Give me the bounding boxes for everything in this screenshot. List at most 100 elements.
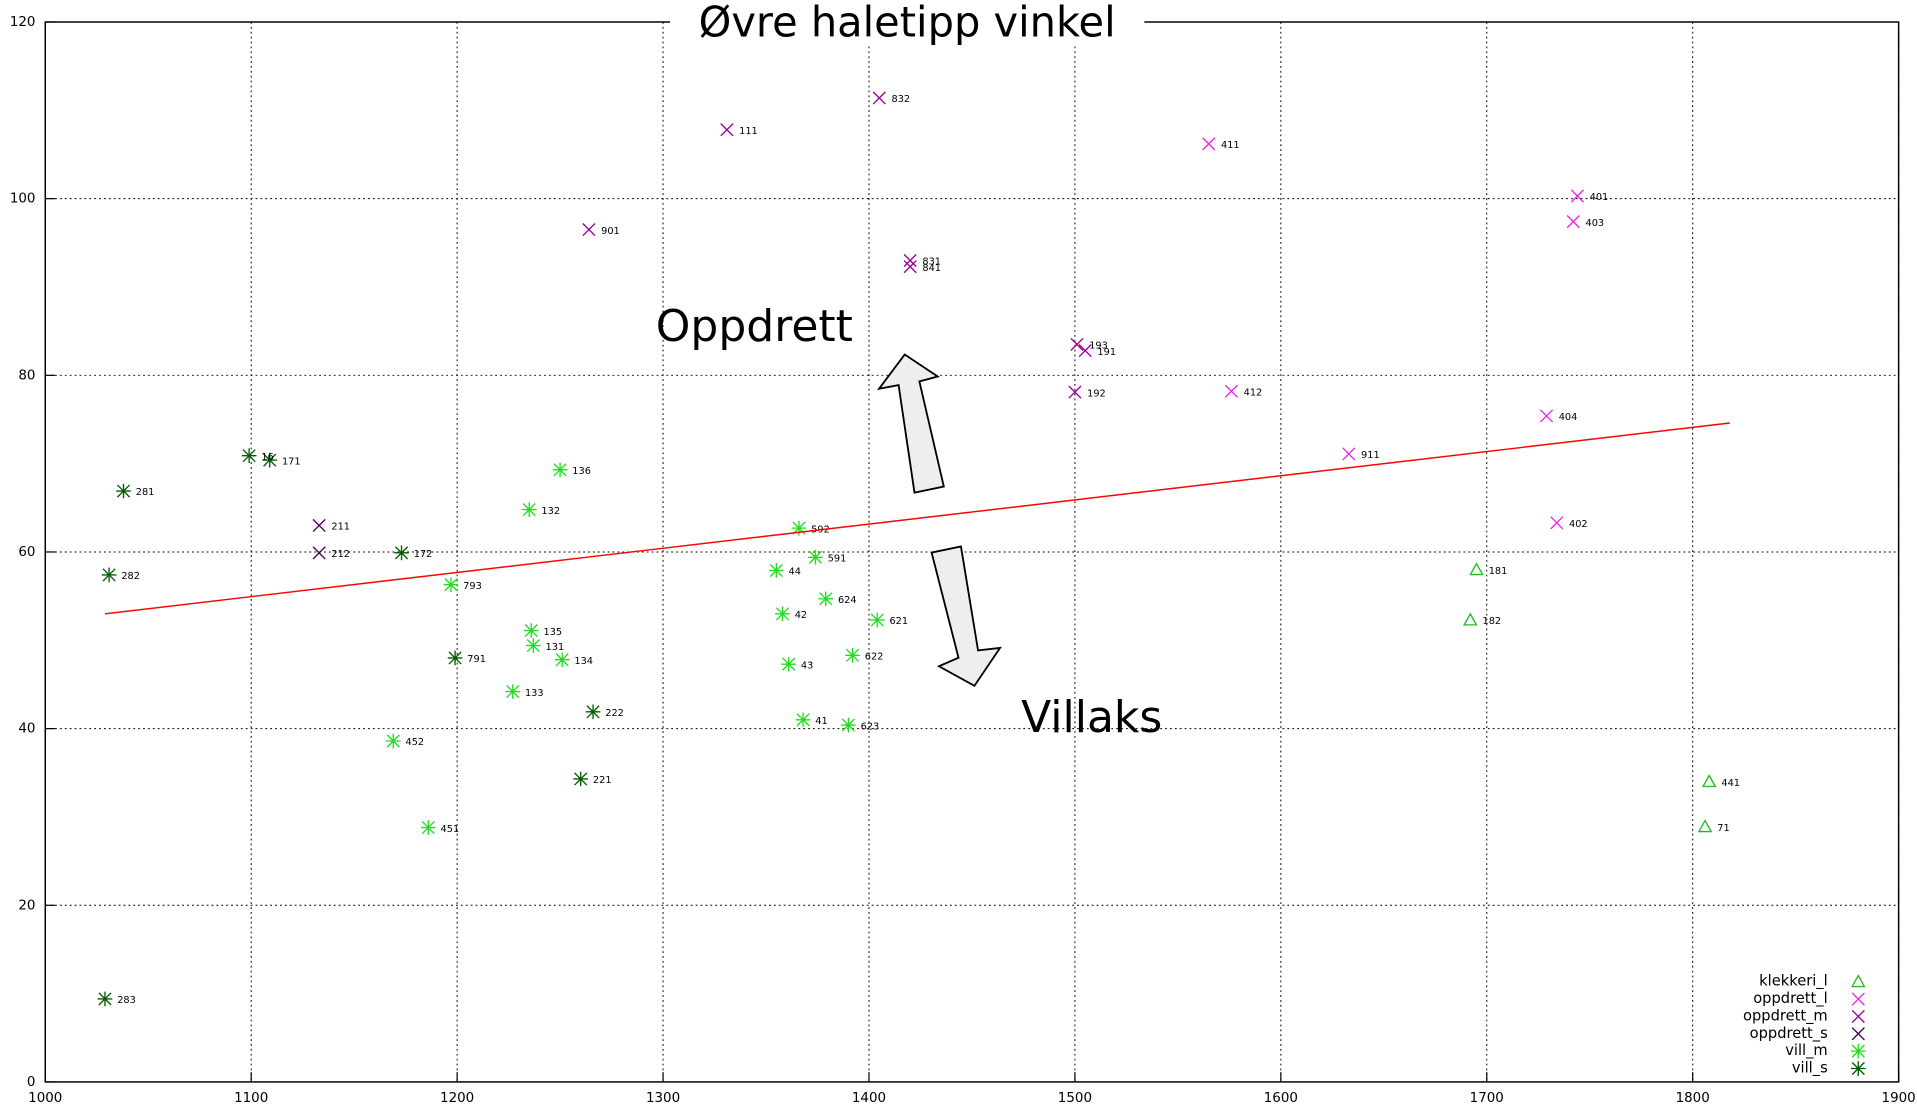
point-label: 132 <box>541 506 560 517</box>
point-label: 411 <box>1221 140 1240 151</box>
point <box>1701 774 1717 788</box>
point-label: 182 <box>1483 616 1502 627</box>
point <box>241 448 257 464</box>
chart-title: Øvre haletipp vinkel <box>699 0 1116 47</box>
point-label: 283 <box>117 995 136 1006</box>
point-label: 172 <box>414 549 433 560</box>
point <box>720 123 734 137</box>
point-label: 793 <box>463 581 482 592</box>
trend-line <box>104 422 1730 615</box>
point-label: 41 <box>815 716 827 727</box>
point-label: 42 <box>795 610 807 621</box>
point <box>521 502 537 517</box>
point <box>394 545 409 561</box>
point <box>1068 385 1082 399</box>
point-label: 412 <box>1244 387 1263 398</box>
legend-label: vill_s <box>1792 1059 1828 1076</box>
point-label: 832 <box>892 94 911 105</box>
point-label: 623 <box>861 721 880 732</box>
point-label: 452 <box>406 737 425 748</box>
point-label: 136 <box>572 466 591 477</box>
y-tick-label: 0 <box>27 1075 36 1090</box>
point <box>312 546 326 560</box>
point <box>420 820 436 835</box>
legend-label: klekkeri_l <box>1759 973 1828 990</box>
point-label: 134 <box>574 656 593 667</box>
point <box>525 638 541 653</box>
point-label: 404 <box>1559 412 1578 423</box>
x-tick-label: 1700 <box>1470 1091 1504 1106</box>
point <box>585 704 601 720</box>
x-tick-label: 1400 <box>852 1091 886 1106</box>
point <box>869 612 885 628</box>
point-label: 791 <box>467 654 486 665</box>
point-label: 133 <box>525 688 544 699</box>
point-label: 282 <box>121 571 140 582</box>
point <box>262 452 278 468</box>
point-label: 451 <box>441 824 460 835</box>
point-label: 841 <box>922 263 941 274</box>
point <box>1539 409 1554 423</box>
point-label: 403 <box>1585 218 1604 229</box>
point <box>554 652 570 668</box>
y-tick-label: 120 <box>10 15 36 30</box>
legend-label: oppdrett_s <box>1750 1025 1828 1042</box>
point-label: 71 <box>1717 823 1729 834</box>
point-label: 831 <box>922 257 941 268</box>
point <box>97 991 113 1007</box>
point-label: 221 <box>593 775 612 786</box>
x-tick-label: 1900 <box>1882 1091 1916 1106</box>
legend-label: oppdrett_m <box>1743 1007 1828 1024</box>
point-label: 591 <box>828 553 847 564</box>
point <box>808 549 823 565</box>
x-tick-label: 1600 <box>1264 1091 1298 1106</box>
marks: 1811824417141140140341240491140283211183… <box>97 91 1740 1007</box>
point <box>1078 343 1092 358</box>
x-tick-label: 1300 <box>646 1091 680 1106</box>
point <box>312 518 326 533</box>
point <box>1550 516 1564 530</box>
point <box>443 577 459 592</box>
point-label: 111 <box>739 126 758 137</box>
point-label: 191 <box>1097 347 1116 358</box>
legend-marker <box>1851 992 1865 1006</box>
x-tick-label: 1500 <box>1058 1091 1092 1106</box>
point <box>768 563 784 578</box>
point-label: 181 <box>1489 566 1508 577</box>
y-tick-label: 20 <box>18 898 35 913</box>
point-label: 211 <box>331 522 350 533</box>
point <box>1070 337 1084 351</box>
point <box>781 656 797 672</box>
y-tick-label: 60 <box>18 545 35 560</box>
point-label: 281 <box>136 487 155 498</box>
point-label: 901 <box>601 226 620 237</box>
point <box>872 91 886 105</box>
point <box>1697 819 1713 833</box>
point-label: 401 <box>1590 192 1609 203</box>
point <box>385 733 401 749</box>
point-label: 624 <box>838 595 857 606</box>
point <box>775 606 790 622</box>
legend-marker <box>1850 1061 1866 1076</box>
annotation: Oppdrett <box>656 301 853 352</box>
point <box>845 647 860 663</box>
annotation: Villaks <box>1021 692 1162 743</box>
arrow-down <box>930 545 1002 688</box>
y-tick-label: 40 <box>18 722 35 737</box>
legend-marker <box>1850 1043 1866 1059</box>
legend-label: oppdrett_l <box>1753 990 1828 1007</box>
point-label: 44 <box>789 567 801 578</box>
point <box>1566 215 1580 229</box>
point <box>1469 562 1484 576</box>
arrow-up <box>876 353 945 494</box>
point <box>795 712 811 728</box>
x-tick-label: 1800 <box>1676 1091 1710 1106</box>
point <box>505 684 521 699</box>
point-label: 135 <box>543 627 562 638</box>
x-tick-label: 1100 <box>234 1091 268 1106</box>
point <box>818 591 834 607</box>
legend-label: vill_m <box>1785 1042 1828 1059</box>
point <box>903 253 917 268</box>
legend-marker <box>1851 1009 1865 1023</box>
